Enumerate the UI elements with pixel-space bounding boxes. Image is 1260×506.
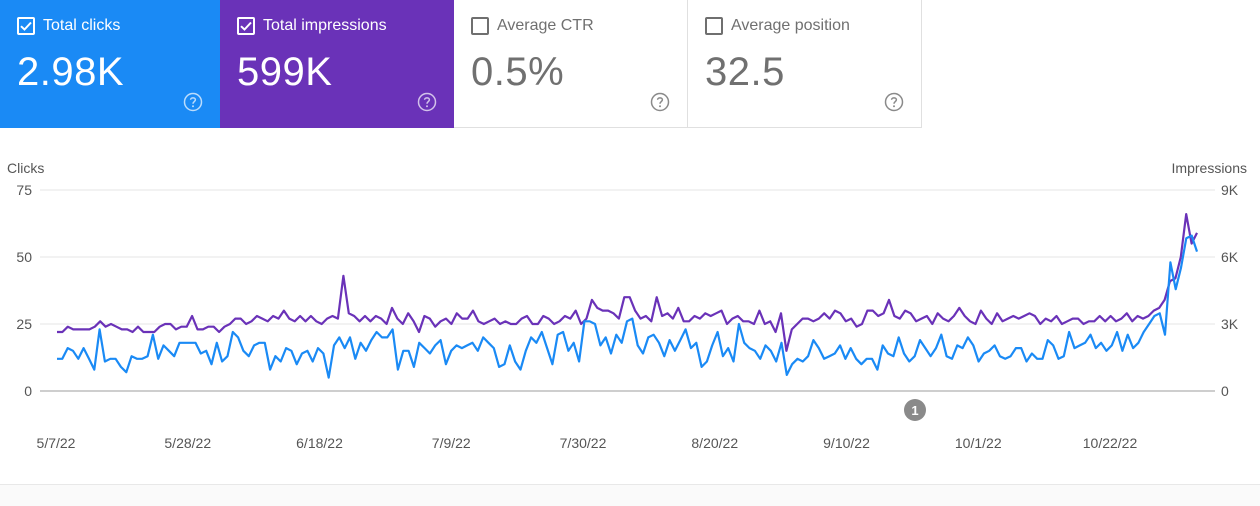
help-icon[interactable] (183, 92, 203, 112)
x-tick-label: 8/20/22 (691, 435, 738, 451)
metric-label: Average position (731, 17, 850, 34)
performance-chart: Clicks Impressions 75 50 25 0 9K 6K 3K 0 5/7/2… (0, 150, 1260, 480)
checkbox-icon[interactable] (471, 17, 489, 35)
checkbox-icon[interactable] (17, 17, 35, 35)
annotation-label: 1 (911, 403, 918, 418)
metric-label: Total impressions (263, 17, 387, 34)
metric-value: 599K (237, 50, 333, 94)
x-tick-label: 10/22/22 (1083, 435, 1138, 451)
metric-header: Average position (705, 17, 850, 35)
checkbox-icon[interactable] (237, 17, 255, 35)
left-axis-title: Clicks (7, 160, 44, 176)
metric-card-total-impressions[interactable]: Total impressions 599K (220, 0, 454, 128)
help-icon[interactable] (417, 92, 437, 112)
right-tick-label: 0 (1221, 383, 1229, 399)
right-tick-label: 3K (1221, 316, 1239, 332)
left-tick-label: 0 (24, 383, 32, 399)
annotation-marker[interactable]: 1 (904, 399, 926, 421)
x-tick-label: 10/1/22 (955, 435, 1002, 451)
metric-header: Average CTR (471, 17, 594, 35)
left-axis-ticks: 75 50 25 0 (16, 182, 32, 399)
metric-label: Average CTR (497, 17, 594, 34)
metric-value: 2.98K (17, 50, 125, 94)
metric-header: Total clicks (17, 17, 120, 35)
series-line-clicks (57, 234, 1199, 379)
x-tick-label: 5/28/22 (164, 435, 211, 451)
metric-cards: Total clicks 2.98K Total impressions 599… (0, 0, 922, 128)
right-tick-label: 9K (1221, 182, 1239, 198)
right-axis-ticks: 9K 6K 3K 0 (1221, 182, 1239, 399)
chart-series (57, 213, 1199, 379)
x-tick-label: 5/7/22 (37, 435, 76, 451)
x-tick-label: 7/9/22 (432, 435, 471, 451)
help-icon[interactable] (650, 92, 670, 112)
x-tick-label: 6/18/22 (296, 435, 343, 451)
left-tick-label: 25 (16, 316, 32, 332)
series-line-impressions (57, 213, 1198, 352)
metric-card-average-position[interactable]: Average position 32.5 (688, 0, 922, 128)
help-icon[interactable] (884, 92, 904, 112)
panel-footer (0, 484, 1260, 506)
metric-card-average-ctr[interactable]: Average CTR 0.5% (454, 0, 688, 128)
metric-value: 0.5% (471, 50, 565, 94)
checkbox-icon[interactable] (705, 17, 723, 35)
performance-chart-svg: Clicks Impressions 75 50 25 0 9K 6K 3K 0 5/7/2… (7, 160, 1247, 451)
metric-value: 32.5 (705, 50, 785, 94)
left-tick-label: 75 (16, 182, 32, 198)
left-tick-label: 50 (16, 249, 32, 265)
x-tick-label: 9/10/22 (823, 435, 870, 451)
metric-card-total-clicks[interactable]: Total clicks 2.98K (0, 0, 220, 128)
metric-label: Total clicks (43, 17, 121, 34)
x-axis-ticks: 5/7/22 5/28/22 6/18/22 7/9/22 7/30/22 8/20/22… (37, 435, 1138, 451)
x-tick-label: 7/30/22 (560, 435, 607, 451)
annotation-circle[interactable] (904, 399, 926, 421)
gridlines (40, 189, 1215, 392)
right-axis-title: Impressions (1172, 160, 1247, 176)
right-tick-label: 6K (1221, 249, 1239, 265)
metric-header: Total impressions (237, 17, 387, 35)
